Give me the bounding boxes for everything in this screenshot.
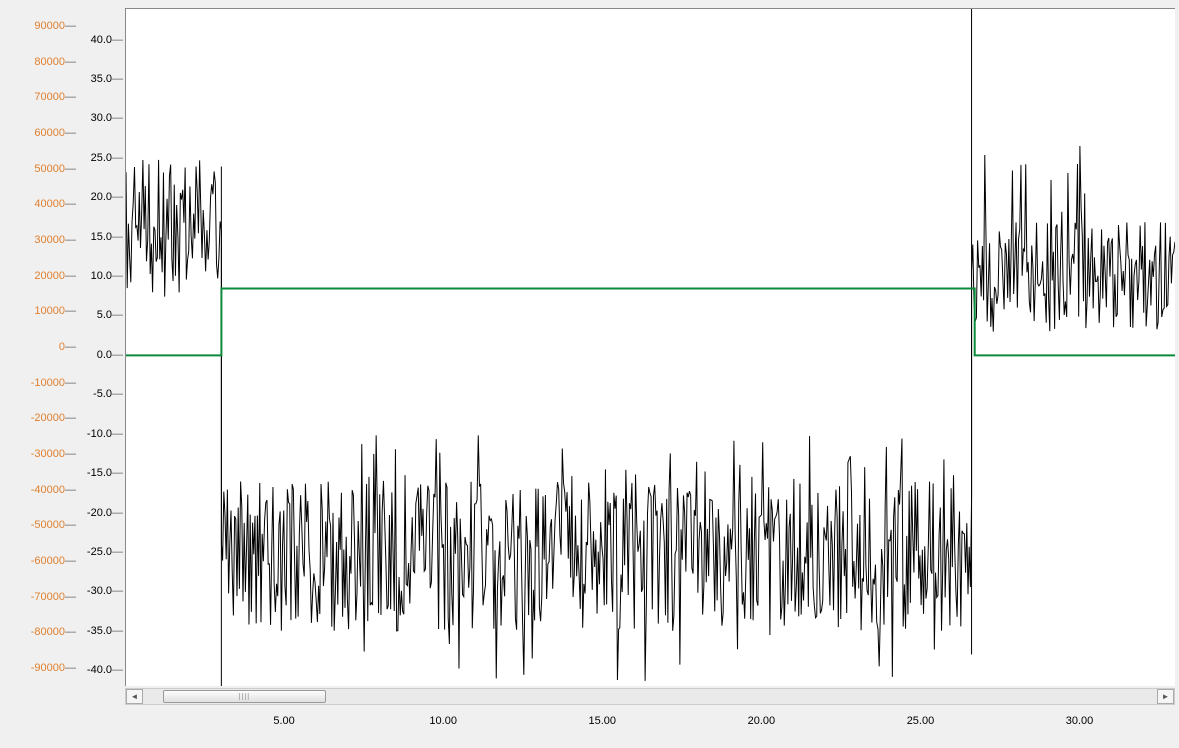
x-axis: 5.00 10.00 15.00 20.00 25.00 30.00 [125, 705, 1175, 735]
plot-area [125, 8, 1175, 686]
y1-tick: 15.0— [91, 231, 123, 243]
chart-svg [126, 9, 1175, 686]
y2-tick: -40000— [31, 484, 76, 496]
x-tick: 30.00 [1066, 715, 1094, 727]
scroll-left-button[interactable]: ◄ [126, 689, 143, 704]
y2-tick: -50000— [31, 519, 76, 531]
x-tick: 15.00 [589, 715, 617, 727]
y2-tick: 30000— [34, 234, 76, 246]
signal-trace [126, 146, 1175, 681]
x-tick: 10.00 [429, 715, 457, 727]
y2-tick: -30000— [31, 448, 76, 460]
y1-tick: -20.0— [87, 507, 123, 519]
y2-tick: 20000— [34, 270, 76, 282]
y1-tick: 35.0— [91, 73, 123, 85]
y2-tick: 70000— [34, 91, 76, 103]
y1-tick: -25.0— [87, 546, 123, 558]
y2-tick: -70000— [31, 591, 76, 603]
y1-tick: -40.0— [87, 664, 123, 676]
y2-tick: -20000— [31, 412, 76, 424]
x-tick: 25.00 [907, 715, 935, 727]
y-axis-secondary: -90000— -80000— -70000— -60000— -50000— -4000… [0, 0, 78, 686]
y2-tick: 40000— [34, 198, 76, 210]
y2-tick: 10000— [34, 305, 76, 317]
y1-tick: -5.0— [93, 388, 123, 400]
y1-tick: -35.0— [87, 625, 123, 637]
y1-tick: 10.0— [91, 270, 123, 282]
scroll-thumb[interactable]: |||| [163, 690, 325, 703]
y2-tick: 80000— [34, 56, 76, 68]
y2-tick: -10000— [31, 377, 76, 389]
y1-tick: 0.0— [97, 349, 123, 361]
x-tick: 20.00 [748, 715, 776, 727]
y2-tick: 50000— [34, 163, 76, 175]
y2-tick: 90000— [34, 20, 76, 32]
y1-tick: -10.0— [87, 428, 123, 440]
scroll-grip-icon: |||| [239, 693, 250, 700]
y1-tick: -15.0— [87, 467, 123, 479]
y2-tick: 0— [59, 341, 76, 353]
y1-tick: 5.0— [97, 309, 123, 321]
y1-tick: -30.0— [87, 585, 123, 597]
horizontal-scrollbar[interactable]: ◄ |||| ► [125, 688, 1175, 705]
scroll-track[interactable]: |||| [143, 689, 1157, 704]
y1-tick: 20.0— [91, 191, 123, 203]
y2-tick: 60000— [34, 127, 76, 139]
y1-tick: 30.0— [91, 112, 123, 124]
y2-tick: -60000— [31, 555, 76, 567]
y2-tick: -90000— [31, 662, 76, 674]
y2-tick: -80000— [31, 626, 76, 638]
y1-tick: 40.0— [91, 34, 123, 46]
x-tick: 5.00 [273, 715, 294, 727]
y-axis-primary: -40.0— -35.0— -30.0— -25.0— -20.0— -15.0— -10.… [78, 0, 125, 686]
scroll-right-button[interactable]: ► [1157, 689, 1174, 704]
y1-tick: 25.0— [91, 152, 123, 164]
